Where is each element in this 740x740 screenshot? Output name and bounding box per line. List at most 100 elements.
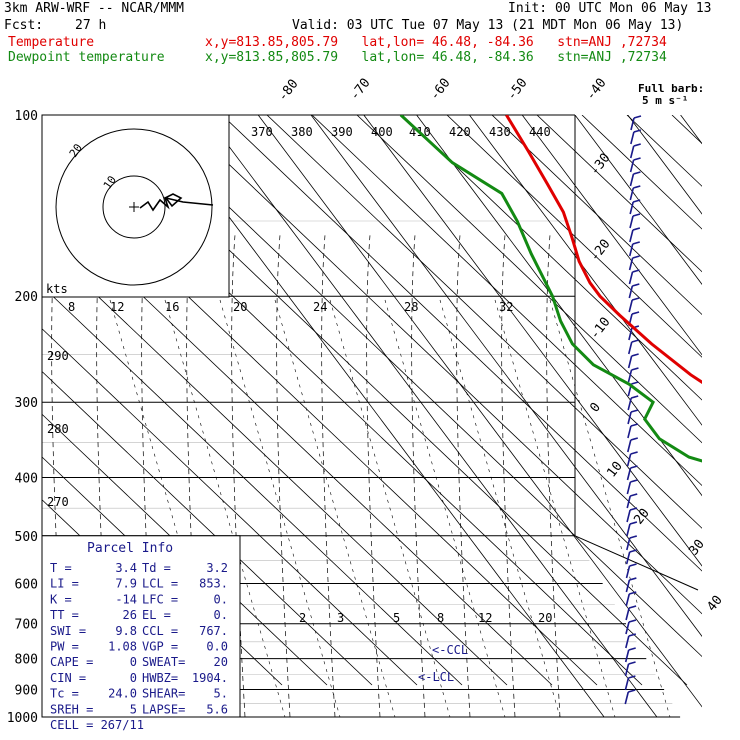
pressure-tick-label: 900 (15, 683, 38, 698)
wind-barb-flag (628, 605, 637, 609)
wind-barb (628, 271, 634, 285)
pressure-tick-label: 800 (15, 653, 38, 668)
isotherm-line (574, 115, 702, 285)
dry-adiabat-line (131, 115, 702, 658)
moist-adiabat-line (546, 234, 561, 717)
isotherm-label: 0 (587, 400, 604, 415)
hodograph-center-marker (129, 202, 139, 212)
wind-barb (628, 327, 633, 341)
moist-adiabat-line (411, 234, 426, 717)
parcel-field-label: CAPE = (50, 655, 93, 669)
isotherm-line (733, 115, 740, 717)
parcel-field-label: SWI = (50, 624, 86, 638)
wind-barb-flag (630, 493, 638, 497)
isotherm-line (205, 115, 658, 717)
wind-barb-flag (628, 661, 636, 665)
isotherm-label: 10 (604, 459, 625, 481)
dry-adiabat-line (536, 115, 702, 273)
theta-label: 420 (449, 125, 471, 139)
wind-barb (627, 355, 633, 369)
forecast-label: Fcst: (4, 18, 44, 33)
dry-adiabat-line (446, 115, 702, 358)
wind-barb (628, 285, 634, 299)
wind-barb-flag (632, 227, 641, 231)
wind-barb-flag (632, 269, 640, 273)
wind-barb-flag (629, 591, 637, 595)
wind-barb-flag (633, 185, 641, 189)
parcel-field-value: 0 (130, 671, 137, 685)
wind-barb-flag (629, 535, 638, 539)
parcel-field-value: 1.08 (108, 640, 137, 654)
wind-barb (630, 117, 635, 131)
wind-barb (629, 215, 634, 229)
wind-barb (627, 439, 632, 453)
parcel-field-label: TT = (50, 608, 79, 622)
isotherm-line (310, 115, 702, 638)
mixing-ratio-label: 12 (478, 611, 492, 625)
full-barb-value: 5 m s⁻¹ (642, 94, 688, 107)
mixing-ratio-label: 20 (538, 611, 552, 625)
wind-barb (629, 229, 634, 243)
pressure-tick-label: 700 (15, 618, 38, 633)
wind-barb (628, 243, 634, 257)
isotherm-label: -40 (583, 76, 609, 104)
mixing-ratio-line (549, 299, 671, 717)
mixing-ratio-line (384, 299, 506, 717)
parcel-field-value: 5. (214, 687, 228, 701)
full-barb-label: Full barb: (638, 82, 704, 95)
wind-barb-flag (633, 157, 641, 161)
parcel-field-value: 20 (214, 655, 228, 669)
wind-barb (627, 341, 633, 355)
parcel-field-label: LCL = (142, 577, 178, 591)
hodograph-units: kts (46, 282, 68, 296)
mixing-ratio-line (329, 299, 451, 717)
wind-barb-flag (630, 395, 639, 399)
model-title: 3km ARW-WRF -- NCAR/MMM (4, 1, 185, 16)
theta-label: 440 (529, 125, 551, 139)
theta-label: 380 (291, 125, 313, 139)
parcel-field-label: Tc = (50, 687, 79, 701)
pressure-tick-label: 500 (15, 530, 38, 545)
parcel-field-label: EL = (142, 608, 171, 622)
wind-barb (628, 257, 634, 271)
parcel-field-label: K = (50, 592, 72, 606)
mixing-ratio-label: 8 (437, 611, 444, 625)
isotherm-label: -80 (275, 77, 301, 105)
wind-barb-flag (628, 689, 636, 693)
moist-adiabat-line (276, 234, 291, 717)
hodograph-ring-label: 20 (67, 141, 85, 159)
parcel-field-value: 26 (123, 608, 137, 622)
wind-barb (624, 691, 630, 705)
mixing-ratio-label: 16 (165, 300, 179, 314)
isotherm-label: -30 (587, 151, 613, 179)
dry-adiabat-line (671, 115, 702, 145)
legend-temperature-info: x,y=813.85,805.79 lat,lon= 46.48, -84.36… (205, 35, 667, 50)
parcel-field-label: LAPSE= (142, 702, 185, 716)
wind-barb-flag (629, 563, 637, 567)
pressure-tick-label: 300 (15, 396, 38, 411)
pressure-tick-label: 100 (15, 109, 38, 124)
wind-barb-flag (633, 115, 642, 119)
parcel-info-title: Parcel Info (87, 541, 173, 556)
parcel-field-label: VGP = (142, 640, 178, 654)
mixing-ratio-line (274, 299, 396, 717)
wind-barb-flag (630, 465, 638, 469)
legend-temperature: Temperature (8, 35, 95, 50)
wind-barb (629, 145, 635, 159)
wind-barb (625, 593, 631, 607)
isotherm-label: 30 (686, 537, 707, 559)
wind-barb-flag (631, 381, 639, 385)
wind-barb-flag (628, 619, 637, 623)
wind-barb-flag (631, 353, 639, 357)
mixing-ratio-label: 3 (337, 611, 344, 625)
wind-barb-flag (628, 647, 636, 651)
parcel-field-value: 7.9 (115, 577, 137, 591)
wind-barb-flag (629, 507, 638, 511)
parcel-field-label: SHEAR= (142, 687, 185, 701)
ccl-annotation: <-CCL (432, 643, 468, 657)
dry-adiabat-line (221, 115, 702, 572)
legend-dewpoint: Dewpoint temperature (8, 50, 165, 65)
wind-barb-flag (632, 241, 640, 245)
parcel-field-value: 5 (130, 702, 137, 716)
parcel-field-value: 9.8 (115, 624, 137, 638)
